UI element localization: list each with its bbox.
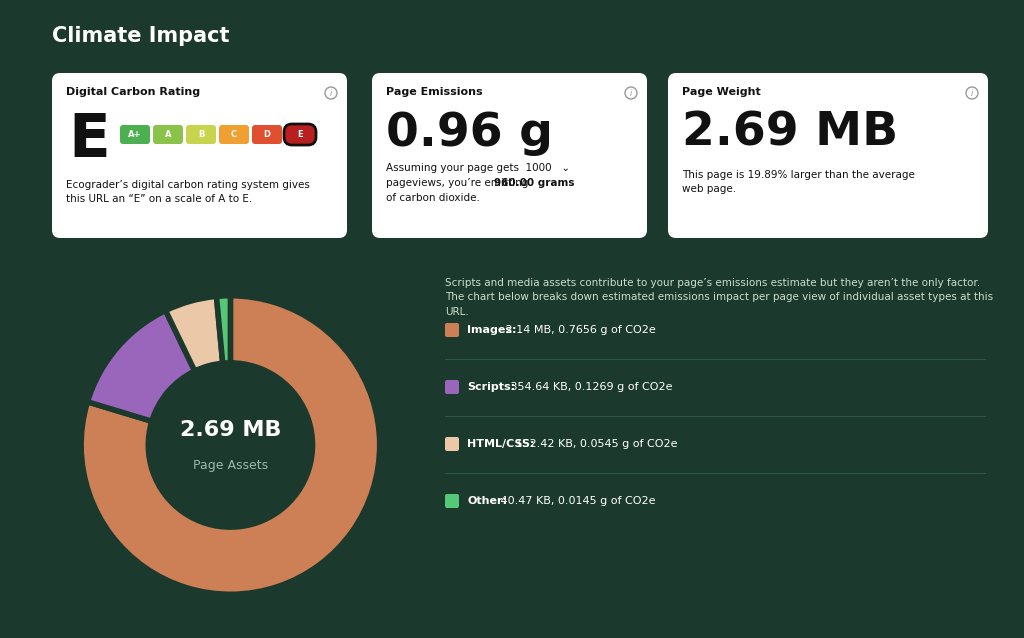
FancyBboxPatch shape	[52, 73, 347, 238]
Wedge shape	[81, 296, 380, 594]
Text: pageviews, you’re emitting: pageviews, you’re emitting	[386, 178, 531, 188]
Text: i: i	[971, 89, 973, 98]
FancyBboxPatch shape	[445, 380, 459, 394]
Text: E: E	[297, 130, 303, 139]
FancyBboxPatch shape	[153, 125, 183, 144]
Text: 2.69 MB: 2.69 MB	[179, 420, 282, 440]
FancyBboxPatch shape	[445, 494, 459, 508]
Text: A: A	[165, 130, 171, 139]
Text: Climate Impact: Climate Impact	[52, 26, 229, 46]
FancyBboxPatch shape	[445, 437, 459, 451]
Text: i: i	[630, 89, 632, 98]
Text: Other:: Other:	[467, 496, 507, 506]
Text: E: E	[68, 111, 110, 170]
Text: C: C	[231, 130, 238, 139]
FancyBboxPatch shape	[186, 125, 216, 144]
Text: Page Emissions: Page Emissions	[386, 87, 482, 97]
Text: Assuming your page gets  1000   ⌄: Assuming your page gets 1000 ⌄	[386, 163, 570, 173]
Text: Ecograder’s digital carbon rating system gives
this URL an “E” on a scale of A t: Ecograder’s digital carbon rating system…	[66, 180, 310, 204]
Text: i: i	[330, 89, 332, 98]
Text: 40.47 KB, 0.0145 g of CO2e: 40.47 KB, 0.0145 g of CO2e	[498, 496, 655, 506]
Text: 0.96 g: 0.96 g	[386, 111, 553, 156]
FancyBboxPatch shape	[120, 125, 150, 144]
Text: HTML/CSS:: HTML/CSS:	[467, 439, 535, 449]
Text: Digital Carbon Rating: Digital Carbon Rating	[66, 87, 200, 97]
Text: 354.64 KB, 0.1269 g of CO2e: 354.64 KB, 0.1269 g of CO2e	[508, 382, 673, 392]
Text: 152.42 KB, 0.0545 g of CO2e: 152.42 KB, 0.0545 g of CO2e	[512, 439, 678, 449]
FancyBboxPatch shape	[372, 73, 647, 238]
Text: Images:: Images:	[467, 325, 516, 335]
Text: Scripts:: Scripts:	[467, 382, 515, 392]
Text: of carbon dioxide.: of carbon dioxide.	[386, 193, 480, 203]
FancyBboxPatch shape	[668, 73, 988, 238]
Text: Page Assets: Page Assets	[193, 459, 268, 472]
Text: Scripts and media assets contribute to your page’s emissions estimate but they a: Scripts and media assets contribute to y…	[445, 278, 993, 317]
Text: A+: A+	[128, 130, 141, 139]
Text: Page Weight: Page Weight	[682, 87, 761, 97]
FancyBboxPatch shape	[252, 125, 282, 144]
Text: B: B	[198, 130, 204, 139]
Wedge shape	[87, 311, 195, 421]
Text: 960.00 grams: 960.00 grams	[494, 178, 574, 188]
FancyBboxPatch shape	[445, 323, 459, 337]
Wedge shape	[216, 296, 230, 363]
Text: 2.14 MB, 0.7656 g of CO2e: 2.14 MB, 0.7656 g of CO2e	[503, 325, 656, 335]
FancyBboxPatch shape	[219, 125, 249, 144]
FancyBboxPatch shape	[284, 124, 316, 145]
Text: 2.69 MB: 2.69 MB	[682, 111, 898, 156]
Wedge shape	[166, 297, 223, 371]
Text: D: D	[263, 130, 270, 139]
Text: This page is 19.89% larger than the average
web page.: This page is 19.89% larger than the aver…	[682, 170, 914, 194]
